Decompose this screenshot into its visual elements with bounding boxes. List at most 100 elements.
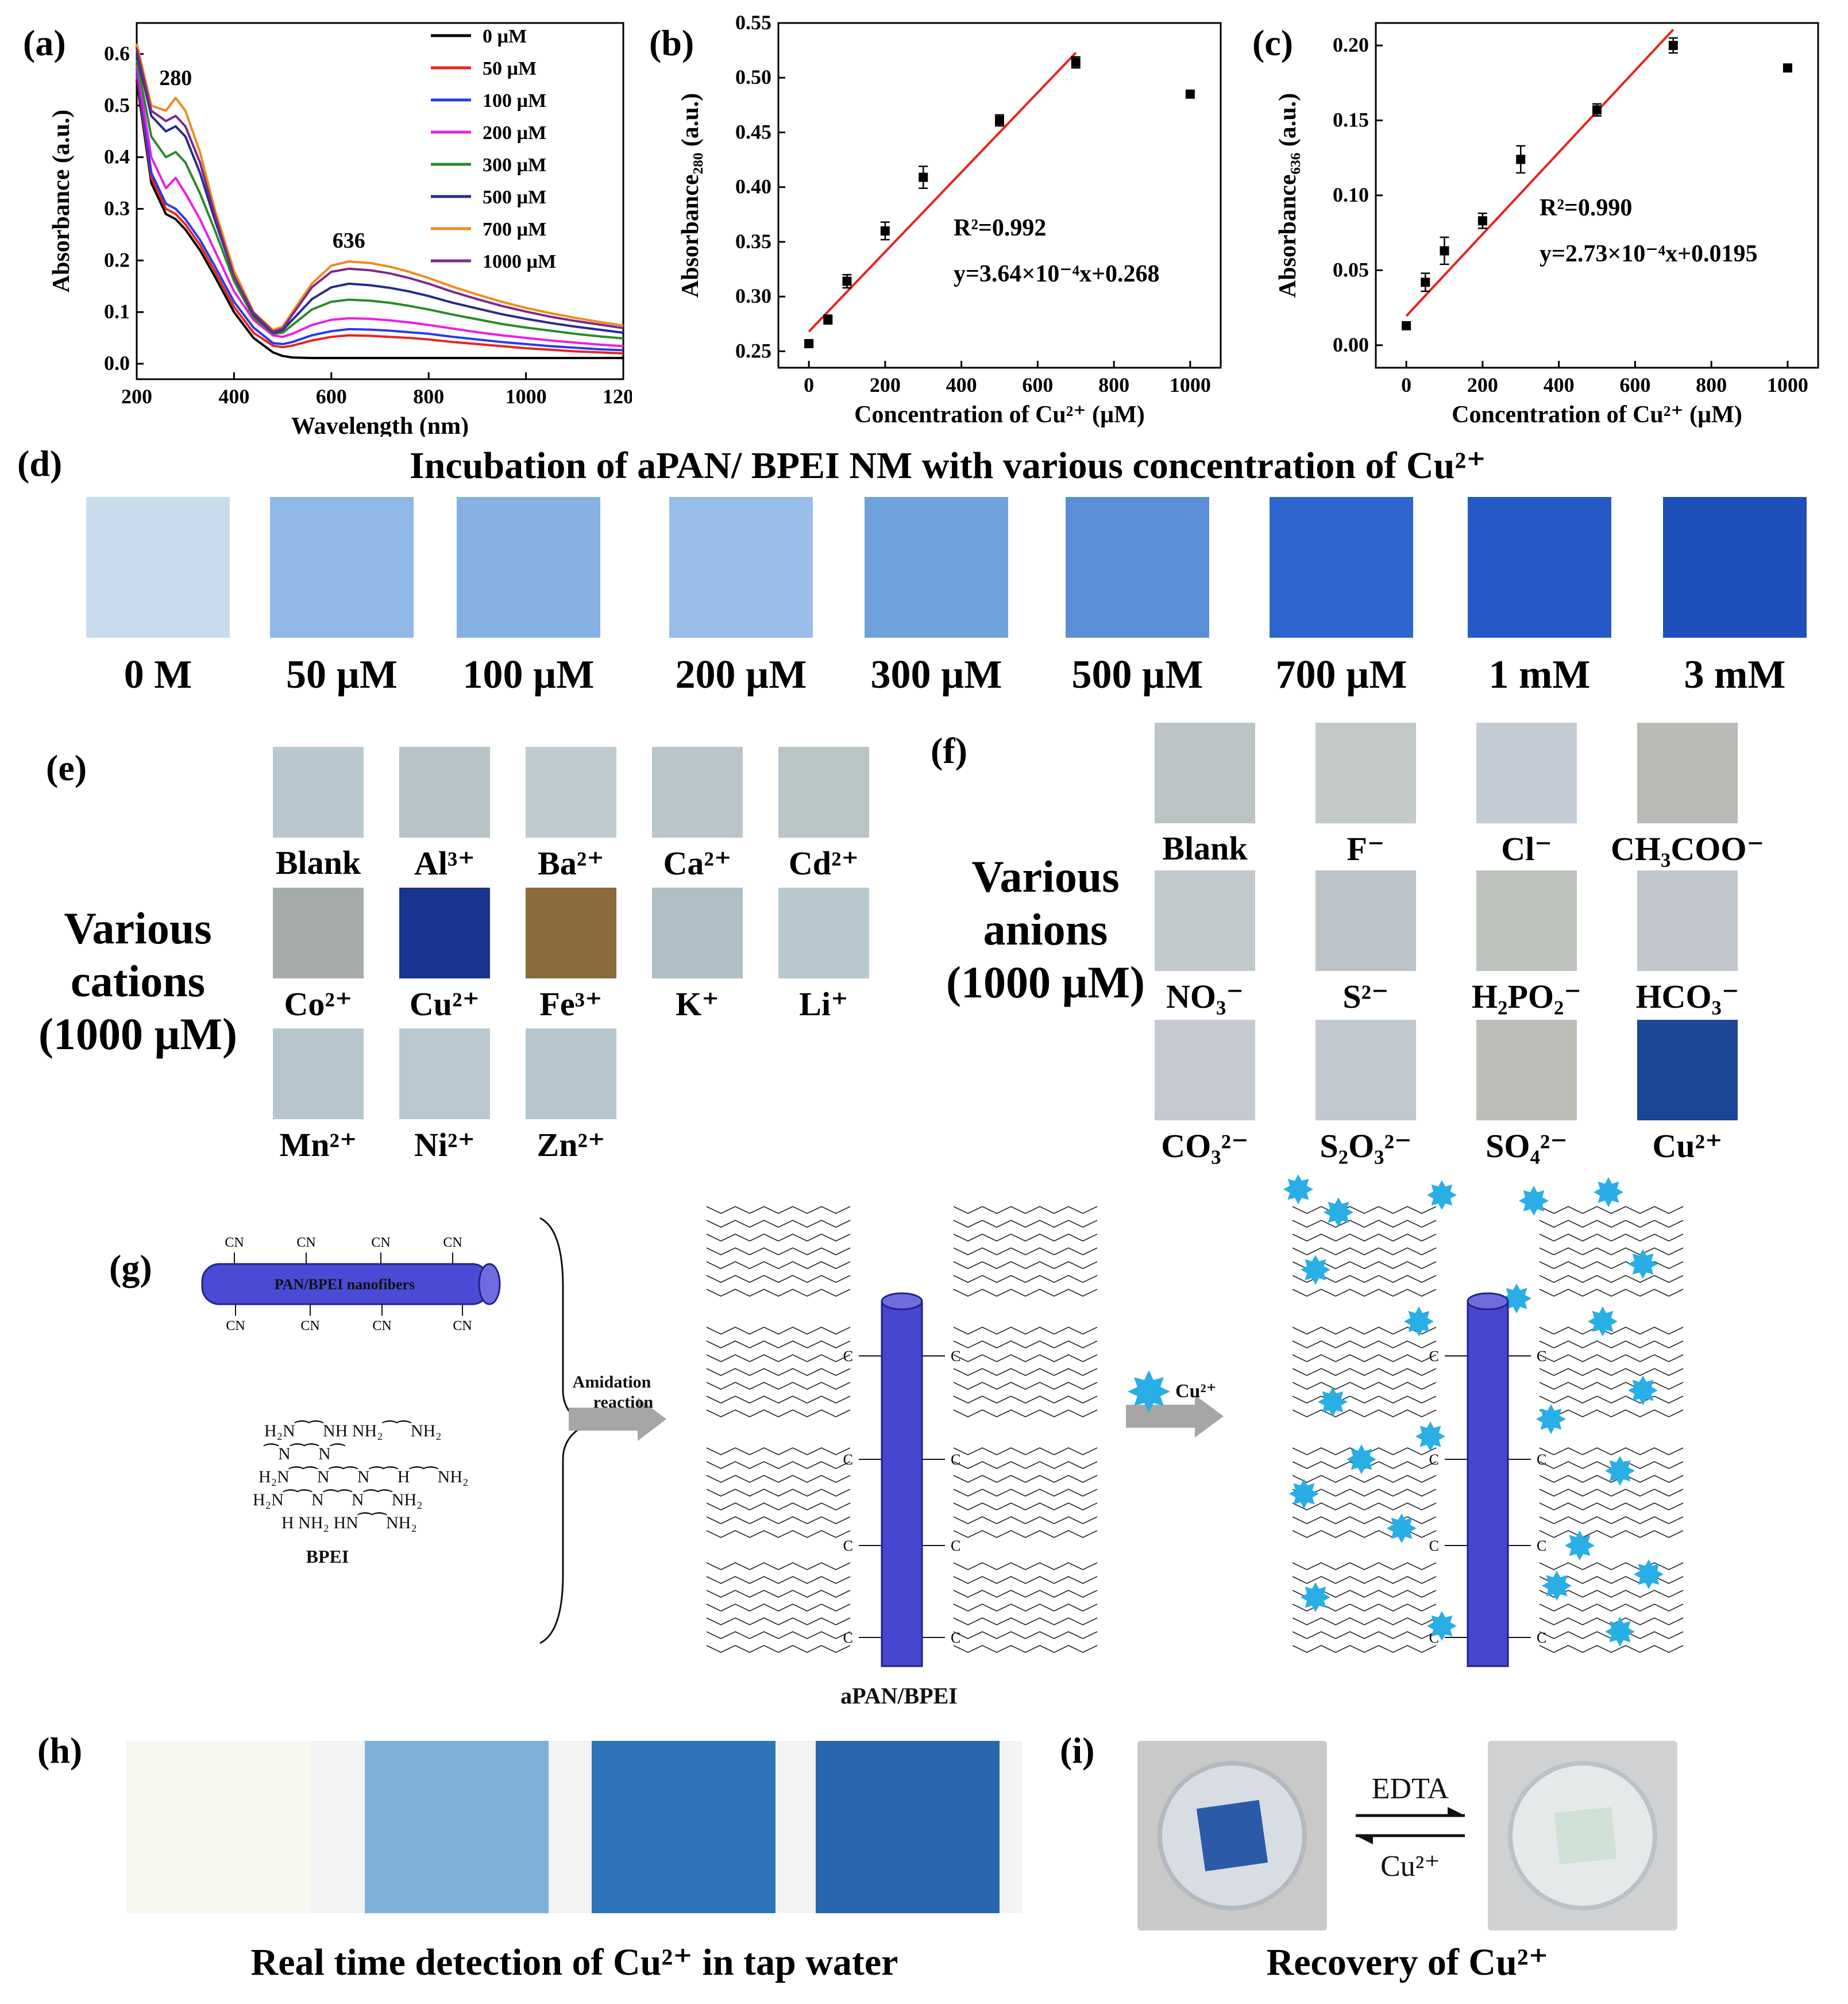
ion-label-2: Cl⁻ [1501,830,1552,868]
anions-side-line-2: anions [983,904,1108,954]
fiber-cylinder [1467,1300,1509,1667]
ion-label-1: F⁻ [1347,830,1385,868]
polymer-chain [1539,1247,1684,1255]
x-tick-label: 400 [946,373,977,396]
data-point [995,115,1004,125]
polymer-chain [953,1645,1098,1653]
cu-return-label: Cu²⁺ [1380,1850,1440,1883]
concentration-swatch-2 [457,497,600,638]
polymer-chain [953,1354,1098,1362]
x-tick-label: 800 [1696,373,1727,396]
plot-frame [136,22,624,380]
polymer-chain [953,1562,1098,1570]
fiber-cylinder [881,1300,923,1667]
ion-swatch-3 [652,747,743,838]
polymer-chain [1539,1562,1684,1570]
tap-water-strip-3 [816,1741,1000,1913]
polymer-chain [1292,1382,1437,1390]
anions-side-label: Various anions (1000 µM) [919,850,1172,1009]
ion-label-0: Blank [1162,830,1248,867]
legend-label-4: 300 µM [483,155,546,176]
concentration-swatch-7 [1468,497,1611,638]
carbon-label: C [843,1629,853,1646]
polymer-chain [953,1475,1098,1483]
cu-ion-star [1605,1456,1635,1486]
ion-swatch-12 [526,1028,616,1119]
carbon-label: C [951,1451,960,1468]
polymer-cluster [1539,1327,1684,1417]
data-point [1185,89,1195,99]
polymer-chain [1292,1368,1437,1376]
polymer-chain [953,1489,1098,1497]
panel-label-e: (e) [46,747,87,788]
polymer-cluster [953,1562,1098,1653]
polymer-chain [1292,1516,1437,1524]
fit-line [1405,29,1675,317]
ion-label-9: S₂O₃²⁻ [1320,1127,1412,1165]
polymer-chain [706,1489,851,1497]
x-axis-label: Concentration of Cu²⁺ (µM) [1452,402,1742,428]
cu-ion-star [1324,1197,1353,1227]
y-tick-label: 0.0 [104,352,130,375]
polymer-chain [706,1261,851,1269]
absorbance-636-chart: 0 200 400 600 800 1000 0.00 0.05 0.10 0.15 0.20 Con… [1275,22,1819,428]
polymer-chain [706,1327,851,1335]
polymer-chain [706,1382,851,1390]
cn-top-3: CN [443,1235,462,1250]
carbon-label: C [1429,1537,1439,1554]
polymer-chain [1292,1617,1437,1625]
data-point [1668,41,1678,51]
ion-swatch-2 [526,747,616,838]
cations-side-line-1: Various [64,903,212,953]
section-i-title: Recovery of Cu²⁺ [1266,1941,1549,1983]
polymer-chain [1292,1409,1437,1417]
plot-frame [777,22,1222,369]
bpei-line-1: H₂N⁀⁀NH NH₂⁀⁀NH₂ [264,1420,442,1440]
polymer-chain [706,1289,851,1297]
polymer-chain [706,1368,851,1376]
polymer-chain [1539,1289,1684,1297]
polymer-chain [953,1447,1098,1455]
data-point [1402,321,1411,330]
polymer-chain [1539,1409,1684,1417]
cn-top-1: CN [296,1235,315,1250]
panel-label-f: (f) [931,730,967,771]
polymer-chain [1292,1289,1437,1297]
polymer-chain [953,1461,1098,1469]
x-tick-label: 400 [218,385,249,408]
polymer-chain [1292,1576,1437,1584]
polymer-chain [1292,1206,1437,1214]
y-tick-label: 0.10 [1333,183,1369,206]
polymer-chain [706,1562,851,1570]
polymer-chain [706,1604,851,1612]
cu-ion-star [1594,1177,1623,1207]
ion-label-4: NO₃⁻ [1166,978,1244,1015]
cu-ion-star [1542,1571,1572,1601]
ion-label-0: Blank [275,844,361,881]
polymer-chain [1292,1354,1437,1362]
polymer-chain [953,1631,1098,1639]
concentration-label-6: 700 µM [1275,653,1407,697]
cu-ion-star [1519,1186,1549,1216]
peak-annotation-0: 280 [159,66,192,90]
ion-label-10: SO₄²⁻ [1486,1127,1568,1165]
x-tick-label: 1000 [1170,373,1211,396]
x-axis-label: Concentration of Cu²⁺ (µM) [854,402,1145,428]
polymer-chain [1539,1234,1684,1242]
ion-swatch-11 [399,1028,490,1119]
ion-swatch-5 [1315,870,1416,971]
tap-water-strip-panel [126,1741,1023,1913]
x-tick-label: 800 [413,385,444,408]
arrow1-line-2: reaction [593,1393,654,1412]
y-tick-label: 0.55 [735,11,771,34]
cu-ion-star [1387,1513,1417,1543]
fit-equation: y=2.73×10⁻⁴x+0.0195 [1540,241,1758,267]
reaction-scheme: PAN/BPEI nanofibers CN CN CN CN CN CN CN CN H₂… [201,1174,1684,1709]
legend-label-0: 0 µM [483,26,527,47]
apan-bpei-product: C CC CC CC C [706,1206,1098,1667]
pan-bpei-nanofiber: PAN/BPEI nanofibers CN CN CN CN CN CN CN CN [201,1235,501,1334]
polymer-chain [953,1340,1098,1348]
polymer-chain [1539,1645,1684,1653]
